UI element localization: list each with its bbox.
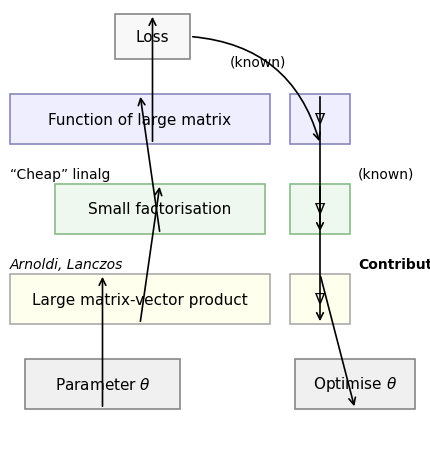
Text: $\nabla$: $\nabla$ — [314, 202, 326, 217]
FancyBboxPatch shape — [290, 95, 350, 145]
Text: (known): (known) — [358, 168, 415, 182]
FancyBboxPatch shape — [290, 274, 350, 324]
Text: Loss: Loss — [136, 30, 169, 45]
Text: “Cheap” linalg: “Cheap” linalg — [10, 168, 111, 182]
Text: Optimise $\theta$: Optimise $\theta$ — [313, 375, 397, 394]
Text: (known): (known) — [230, 55, 286, 69]
Text: Large matrix-vector product: Large matrix-vector product — [32, 292, 248, 307]
FancyBboxPatch shape — [10, 95, 270, 145]
Text: Small factorisation: Small factorisation — [89, 202, 232, 217]
FancyBboxPatch shape — [25, 359, 180, 409]
Text: Function of large matrix: Function of large matrix — [49, 112, 232, 127]
Text: $\nabla$: $\nabla$ — [314, 292, 326, 307]
FancyBboxPatch shape — [295, 359, 415, 409]
Text: Parameter $\theta$: Parameter $\theta$ — [55, 376, 150, 392]
FancyBboxPatch shape — [10, 274, 270, 324]
FancyBboxPatch shape — [115, 15, 190, 60]
FancyBboxPatch shape — [55, 184, 265, 235]
Text: $\nabla$: $\nabla$ — [314, 112, 326, 127]
FancyBboxPatch shape — [290, 184, 350, 235]
Text: Contribution: Contribution — [358, 258, 430, 272]
Text: Arnoldi, Lanczos: Arnoldi, Lanczos — [10, 258, 123, 272]
